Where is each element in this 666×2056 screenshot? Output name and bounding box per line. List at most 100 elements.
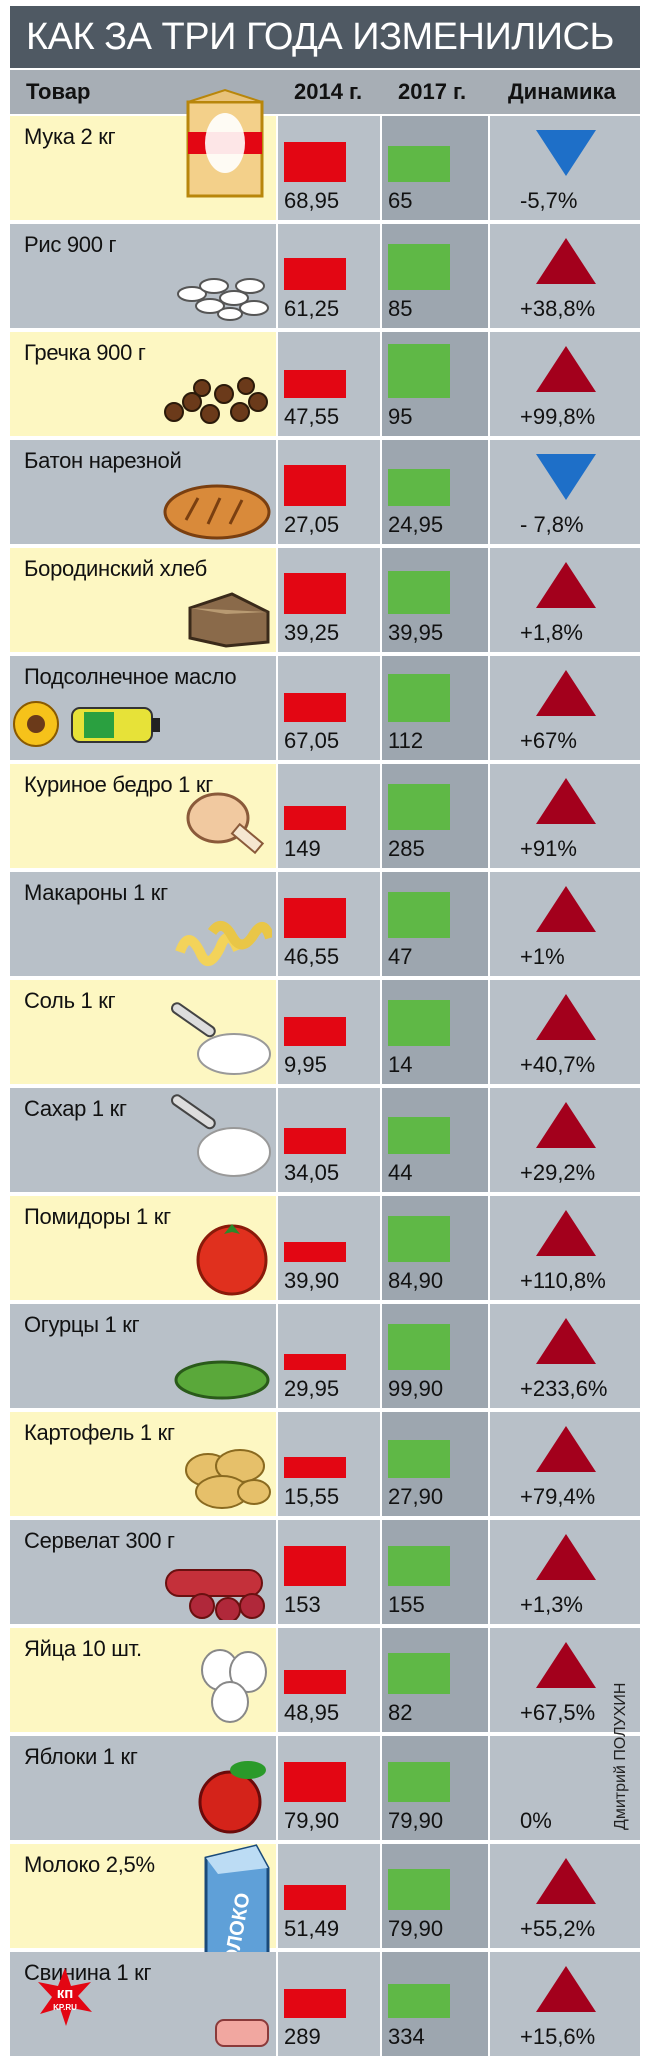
arrow-down-icon [536,130,596,176]
price-2017: 44 [388,1160,413,1185]
table-row: Куриное бедро 1 кг 149 285 +91% [10,764,640,868]
dynamics-cell: +15,6% [490,1952,640,2056]
price-2014-cell: 29,95 [278,1304,380,1408]
change-percent: +15,6% [520,2024,596,2049]
bar-2014 [284,573,346,614]
price-2014: 9,95 [284,1052,327,1077]
bar-2014 [284,1989,346,2018]
table-row: Огурцы 1 кг 29,95 99,90 +233,6% [10,1304,640,1408]
price-2017: 47 [388,944,413,969]
price-2014: 67,05 [284,728,340,753]
price-2017-cell: 85 [382,224,488,328]
bar-2017 [388,1546,450,1586]
table-row: Подсолнечное масло 67,05 112 +67% [10,656,640,760]
product-cell: Сервелат 300 г [10,1520,276,1624]
price-2017: 82 [388,1700,413,1725]
svg-text:KP.RU: KP.RU [53,2003,77,2012]
price-2014-cell: 67,05 [278,656,380,760]
dynamics-cell: -5,7% [490,116,640,220]
table-row: Батон нарезной 27,05 24,95 - 7,8% [10,440,640,544]
table-row: Сервелат 300 г 153 155 +1,3% [10,1520,640,1624]
change-percent: +91% [520,836,577,861]
bar-2014 [284,898,346,938]
bar-2017 [388,1762,450,1802]
arrow-up-icon [536,238,596,284]
change-percent: +1,3% [520,1592,583,1617]
product-cell: Яблоки 1 кг [10,1736,276,1840]
table-row: Бородинский хлеб 39,25 39,95 +1,8% [10,548,640,652]
price-2014-cell: 289 [278,1952,380,2056]
price-2017: 112 [388,728,424,753]
price-2014-cell: 61,25 [278,224,380,328]
table-row: Сахар 1 кг 34,05 44 +29,2% [10,1088,640,1192]
price-2017-cell: 84,90 [382,1196,488,1300]
price-2014-cell: 39,90 [278,1196,380,1300]
bar-2014 [284,370,346,398]
salt-scoop-icon [171,1002,271,1075]
price-2014: 39,25 [284,620,340,645]
bar-2017 [388,1000,450,1046]
eggs-icon [201,1649,267,1723]
dynamics-cell: +67% [490,656,640,760]
price-2014: 51,49 [284,1916,340,1941]
header-2017: 2017 г. [398,79,467,104]
change-percent: - 7,8% [520,512,584,537]
change-percent: +233,6% [520,1376,608,1401]
product-name: Сахар 1 кг [24,1096,127,1121]
dynamics-cell: +99,8% [490,332,640,436]
change-percent: +29,2% [520,1160,596,1185]
price-2014: 29,95 [284,1376,340,1401]
table-row: Макароны 1 кг 46,55 47 +1% [10,872,640,976]
price-2014: 61,25 [284,296,340,321]
price-2014: 46,55 [284,944,340,969]
arrow-up-icon [536,886,596,932]
product-name: Сервелат 300 г [24,1528,175,1553]
price-2014: 15,55 [284,1484,340,1509]
bar-2014 [284,1670,346,1694]
bar-2014 [284,1017,346,1046]
bar-2017 [388,571,450,614]
bar-2014 [284,693,346,722]
price-2014-cell: 27,05 [278,440,380,544]
dynamics-cell: +29,2% [490,1088,640,1192]
header-product: Товар [26,79,91,104]
arrow-up-icon [536,1858,596,1904]
price-2017-cell: 47 [382,872,488,976]
table-row: Соль 1 кг 9,95 14 +40,7% [10,980,640,1084]
price-2017-cell: 99,90 [382,1304,488,1408]
price-2017: 39,95 [388,620,444,645]
product-name: Свинина 1 кг [24,1960,152,1985]
bar-2014 [284,142,346,182]
price-2014: 68,95 [284,188,340,213]
price-2014-cell: 153 [278,1520,380,1624]
change-percent: +67,5% [520,1700,596,1725]
tomato-icon [196,1224,268,1296]
price-2017: 79,90 [388,1916,444,1941]
price-2017: 65 [388,188,413,213]
price-2017: 27,90 [388,1484,444,1509]
price-2014-cell: 47,55 [278,332,380,436]
price-2014-cell: 79,90 [278,1736,380,1840]
sugar-scoop-icon [171,1094,271,1177]
dynamics-cell: +67,5% [490,1628,640,1732]
product-name: Куриное бедро 1 кг [24,772,213,797]
price-2017-cell: 24,95 [382,440,488,544]
price-2017-cell: 334 [382,1952,488,2056]
product-name: Батон нарезной [24,448,182,473]
dynamics-cell: - 7,8% [490,440,640,544]
bar-2014 [284,1354,346,1370]
price-2014-cell: 51,49 [278,1844,380,1948]
change-percent: +79,4% [520,1484,596,1509]
table-row: Картофель 1 кг 15,55 27,90 +79,4% [10,1412,640,1516]
change-percent: +67% [520,728,577,753]
pasta-icon [175,921,272,966]
change-percent: +40,7% [520,1052,596,1077]
dynamics-cell: +110,8% [490,1196,640,1300]
author-credit: Дмитрий ПОЛУХИН [612,1682,629,1830]
buckwheat-icon [164,377,268,424]
arrow-up-icon [536,562,596,608]
product-cell: Картофель 1 кг [10,1412,276,1516]
product-name: Яблоки 1 кг [24,1744,138,1769]
price-2014-cell: 34,05 [278,1088,380,1192]
header-2014: 2014 г. [294,79,363,104]
